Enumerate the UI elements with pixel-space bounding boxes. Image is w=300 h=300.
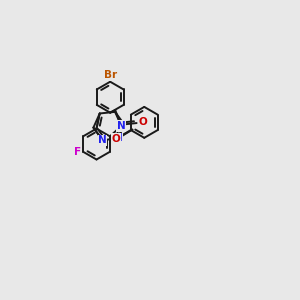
Text: N: N xyxy=(113,134,122,143)
Text: O: O xyxy=(112,134,120,144)
Text: Br: Br xyxy=(104,70,117,80)
Text: N: N xyxy=(117,121,126,131)
Text: O: O xyxy=(139,117,148,128)
Text: F: F xyxy=(74,147,81,157)
Text: N: N xyxy=(98,135,107,145)
